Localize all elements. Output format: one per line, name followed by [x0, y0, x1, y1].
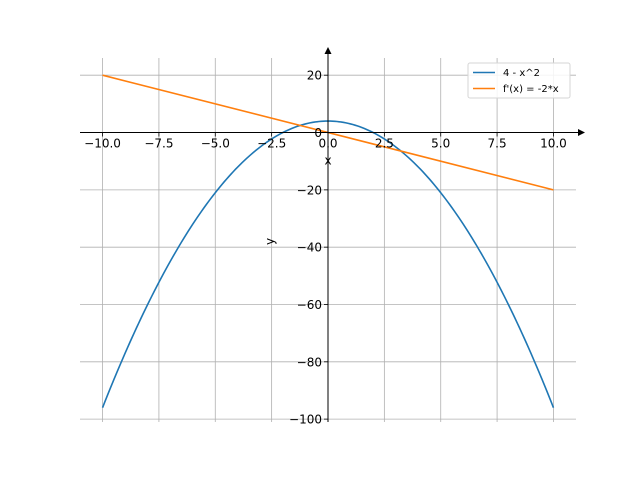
y-axis-arrow-icon	[324, 47, 332, 54]
y-tick-label: −20	[297, 183, 322, 197]
y-axis-label: y	[263, 238, 277, 245]
x-tick-label: −2.5	[257, 137, 286, 151]
y-tick-label: −100	[289, 413, 322, 427]
x-tick-label: 10.0	[540, 137, 567, 151]
axes	[80, 47, 585, 422]
x-tick-label: 2.5	[375, 137, 394, 151]
x-axis-label: x	[324, 154, 331, 168]
x-tick-label: 5.0	[431, 137, 450, 151]
legend-label: f'(x) = -2*x	[503, 84, 559, 95]
y-tick-label: −80	[297, 355, 322, 369]
legend: 4 - x^2 f'(x) = -2*x	[467, 62, 571, 99]
y-tick-label: −40	[297, 241, 322, 255]
tick-group: −10.0 −7.5 −5.0 −2.5 0.0 2.5 5.0 7.5 10.0 20 0 −20 −…	[84, 69, 567, 427]
x-tick-label: −10.0	[84, 137, 121, 151]
x-tick-label: 0.0	[318, 137, 337, 151]
y-tick-label: 0	[314, 126, 322, 140]
y-tick-label: −60	[297, 298, 322, 312]
x-tick-label: −7.5	[144, 137, 173, 151]
x-tick-label: 7.5	[488, 137, 507, 151]
legend-label: 4 - x^2	[503, 68, 540, 79]
y-tick-label: 20	[307, 69, 322, 83]
x-axis-arrow-icon	[578, 129, 585, 137]
x-tick-label: −5.0	[201, 137, 230, 151]
